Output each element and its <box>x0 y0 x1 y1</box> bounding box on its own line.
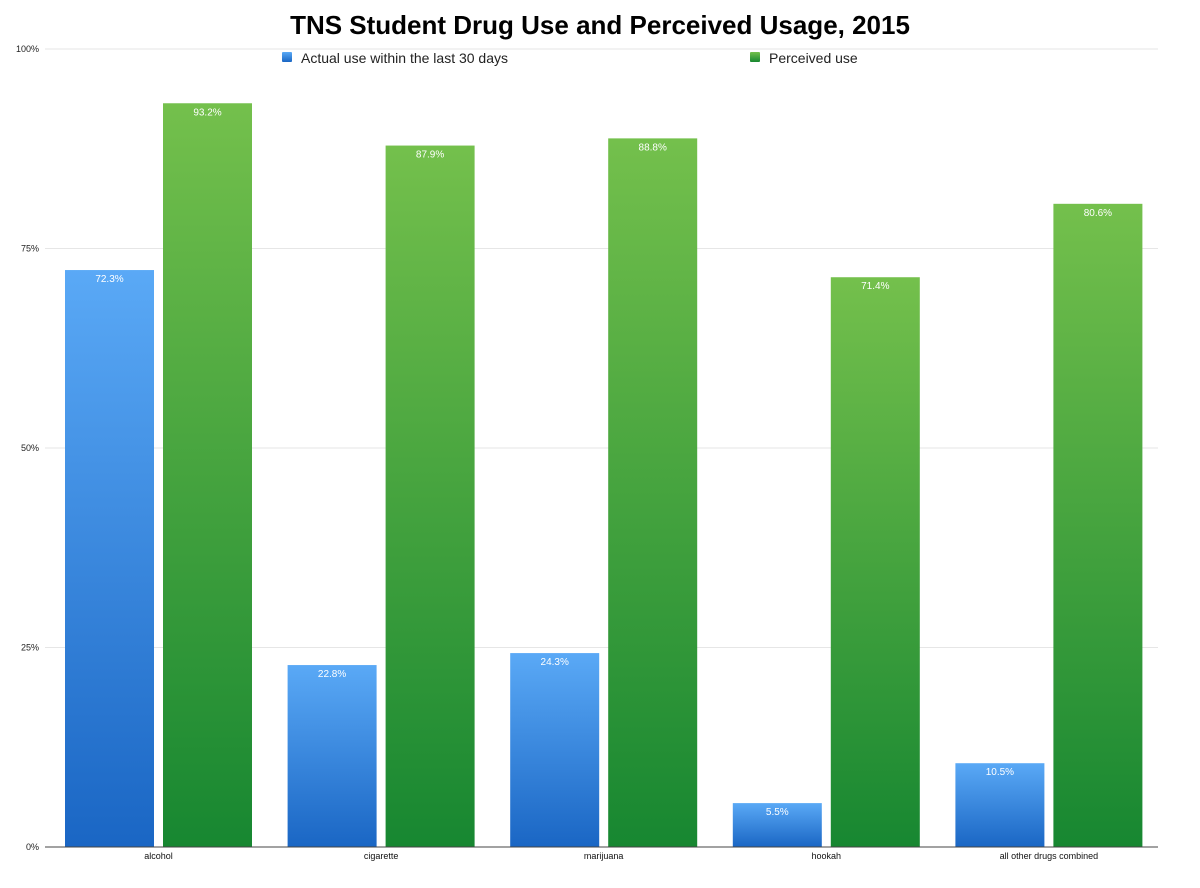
data-label: 5.5% <box>766 807 789 818</box>
legend-label: Actual use within the last 30 days <box>301 50 508 66</box>
bar <box>287 665 377 847</box>
bar <box>163 103 252 848</box>
data-label: 93.2% <box>193 107 221 118</box>
y-tick-label: 75% <box>21 244 39 254</box>
data-label: 24.3% <box>541 657 569 668</box>
bar <box>830 277 920 847</box>
y-tick-label: 50% <box>21 443 39 453</box>
category-label: all other drugs combined <box>1000 851 1099 861</box>
legend-swatch <box>750 52 760 62</box>
bar <box>608 138 698 848</box>
bar <box>955 763 1045 847</box>
y-tick-label: 0% <box>26 842 39 852</box>
data-label: 22.8% <box>318 669 346 680</box>
data-label: 87.9% <box>416 150 444 161</box>
data-label: 71.4% <box>861 281 889 292</box>
y-tick-label: 25% <box>21 643 39 653</box>
category-label: cigarette <box>364 851 399 861</box>
chart-title: TNS Student Drug Use and Perceived Usage… <box>290 10 910 40</box>
bar <box>385 145 475 848</box>
data-label: 80.6% <box>1084 208 1112 219</box>
bar <box>65 270 154 847</box>
category-label: marijuana <box>584 851 624 861</box>
bar <box>732 803 822 847</box>
category-label: hookah <box>812 851 842 861</box>
data-label: 72.3% <box>95 274 123 285</box>
data-label: 88.8% <box>639 142 667 153</box>
legend-swatch <box>282 52 292 62</box>
bar <box>510 653 600 847</box>
bar <box>1053 203 1143 847</box>
y-tick-label: 100% <box>16 44 39 54</box>
data-label: 10.5% <box>986 767 1014 778</box>
category-label: alcohol <box>144 851 173 861</box>
legend-label: Perceived use <box>769 50 858 66</box>
